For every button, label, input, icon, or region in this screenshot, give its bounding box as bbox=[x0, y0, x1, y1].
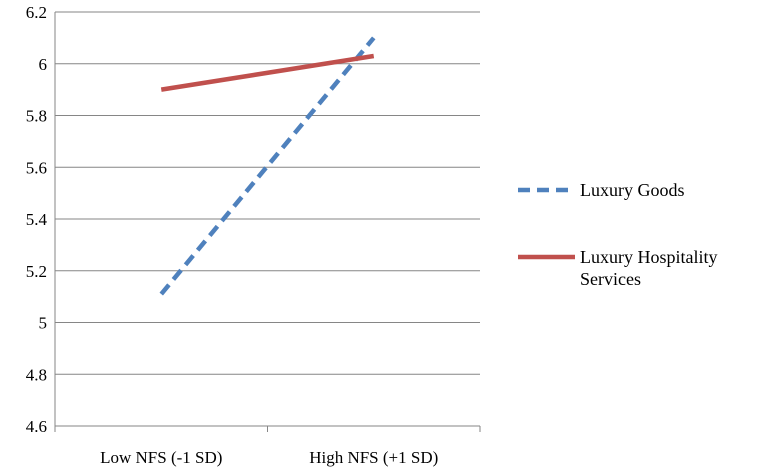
y-tick-label: 5.2 bbox=[26, 262, 47, 281]
y-tick-label: 4.8 bbox=[26, 365, 47, 384]
legend-label: Luxury Hospitality Services bbox=[580, 247, 718, 289]
y-tick-label: 5 bbox=[39, 314, 48, 333]
y-tick-label: 5.8 bbox=[26, 107, 47, 126]
y-tick-labels: 4.6 4.8 5 5.2 5.4 5.6 5.8 6 6.2 bbox=[26, 3, 48, 436]
series-line-luxury-hospitality-services bbox=[160, 53, 375, 92]
series-line-luxury-goods bbox=[159, 36, 376, 296]
data-series bbox=[159, 36, 376, 296]
legend-label: Luxury Goods bbox=[580, 180, 685, 200]
gridlines bbox=[54, 11, 481, 432]
y-tick-label: 5.4 bbox=[26, 210, 48, 229]
y-tick-label: 6 bbox=[39, 55, 48, 74]
x-tick-label: High NFS (+1 SD) bbox=[309, 448, 438, 467]
y-tick-label: 6.2 bbox=[26, 3, 47, 22]
y-tick-label: 5.6 bbox=[26, 158, 47, 177]
axes bbox=[54, 12, 480, 427]
y-tick-label: 4.6 bbox=[26, 417, 47, 436]
x-tick-labels: Low NFS (-1 SD) High NFS (+1 SD) bbox=[100, 448, 438, 467]
legend: Luxury Goods Luxury Hospitality Services bbox=[518, 180, 718, 289]
x-tick-label: Low NFS (-1 SD) bbox=[100, 448, 222, 467]
